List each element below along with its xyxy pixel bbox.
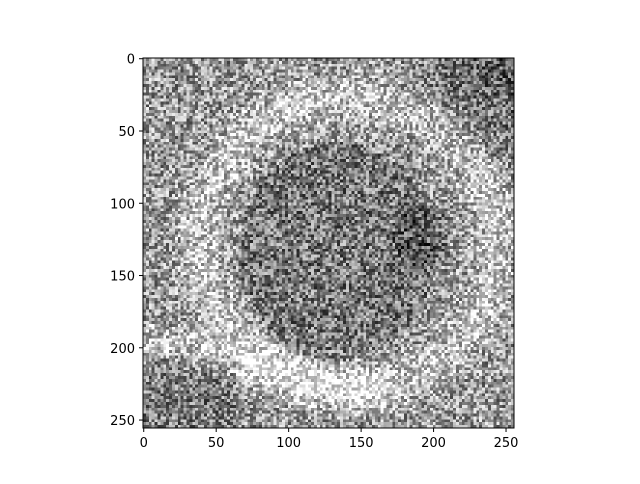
x-tick-label: 250 [494, 436, 519, 451]
x-tick-label: 100 [276, 436, 301, 451]
image-pixels [143, 58, 514, 428]
y-axis: 0 50 100 150 200 250 [110, 53, 143, 429]
y-tick-label: 250 [110, 414, 135, 429]
x-tick-label: 200 [421, 436, 446, 451]
x-tick-label: 0 [140, 436, 148, 451]
x-axis: 0 50 100 150 200 250 [140, 428, 519, 451]
y-tick-label: 150 [110, 270, 135, 285]
noisy-grayscale-image [143, 58, 514, 428]
y-tick-label: 50 [118, 125, 135, 140]
x-tick-label: 150 [349, 436, 374, 451]
x-tick-label: 50 [208, 436, 225, 451]
y-tick-label: 200 [110, 342, 135, 357]
y-tick-label: 100 [110, 197, 135, 212]
y-tick-label: 0 [127, 53, 135, 68]
axes-frame [142, 57, 515, 429]
